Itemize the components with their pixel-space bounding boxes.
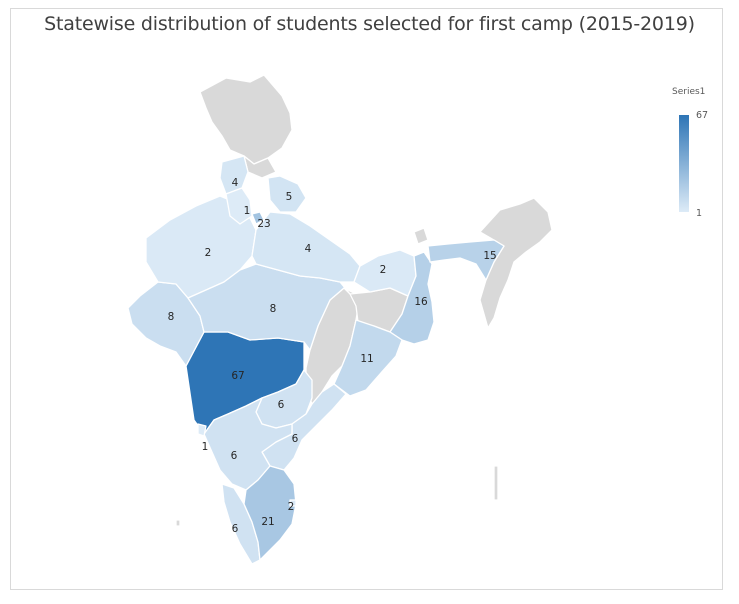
label-uttar-pradesh: 4 — [305, 243, 312, 255]
label-west-bengal: 16 — [414, 296, 428, 308]
region-jammu-kashmir — [199, 74, 293, 165]
legend-max-value: 67 — [696, 110, 709, 121]
label-gujarat: 8 — [168, 311, 175, 323]
region-odisha — [333, 319, 403, 397]
label-tamil-nadu: 21 — [261, 516, 274, 528]
legend-min-value: 1 — [696, 208, 703, 219]
label-bihar: 2 — [380, 264, 387, 276]
region-sikkim — [413, 227, 429, 245]
label-assam: 15 — [483, 250, 496, 262]
label-rajasthan: 2 — [205, 247, 212, 259]
region-uttarakhand — [267, 175, 307, 213]
label-maharashtra: 67 — [231, 370, 244, 382]
legend-color-scale — [679, 115, 689, 212]
region-delhi — [251, 211, 265, 225]
region-karnataka — [203, 397, 293, 491]
label-puducherry: 2 — [288, 501, 295, 513]
label-uttarakhand: 5 — [286, 191, 293, 203]
chart-title: Statewise distribution of students selec… — [44, 13, 695, 35]
region-andaman — [493, 465, 499, 501]
label-karnataka: 6 — [231, 450, 238, 462]
label-delhi: 23 — [257, 218, 270, 230]
region-madhya-pradesh — [187, 263, 351, 351]
region-haryana — [225, 187, 253, 225]
label-madhya-pradesh: 8 — [270, 303, 277, 315]
region-puducherry — [289, 499, 297, 507]
label-haryana: 1 — [244, 205, 251, 217]
region-tamil-nadu — [243, 465, 297, 561]
region-assam — [427, 239, 505, 281]
region-lakshadweep — [175, 519, 181, 527]
label-telangana: 6 — [278, 399, 285, 411]
label-goa: 1 — [202, 441, 209, 453]
label-kerala: 6 — [232, 523, 239, 535]
label-odisha: 11 — [360, 353, 373, 365]
label-punjab: 4 — [232, 177, 239, 189]
legend-series-name: Series1 — [672, 87, 706, 97]
label-andhra-pradesh: 6 — [292, 433, 299, 445]
region-goa — [197, 423, 207, 437]
